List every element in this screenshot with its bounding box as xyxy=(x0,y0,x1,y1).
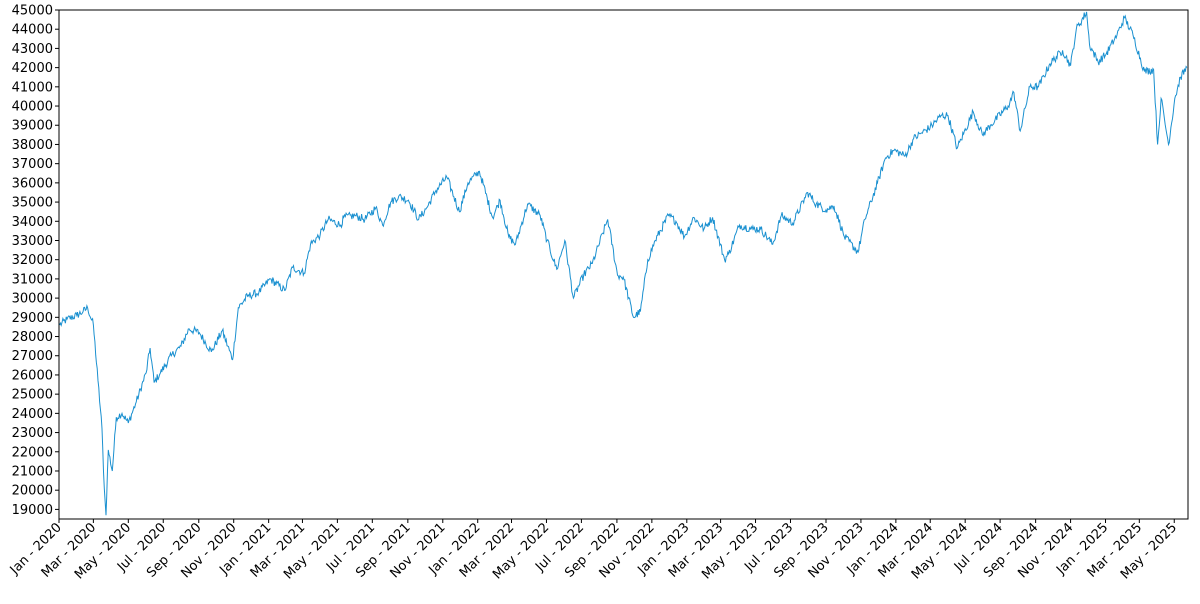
y-tick-label: 30000 xyxy=(12,292,53,307)
y-tick-label: 35000 xyxy=(12,196,53,211)
y-tick-label: 24000 xyxy=(12,407,53,422)
y-tick-label: 25000 xyxy=(12,388,53,403)
y-tick-label: 45000 xyxy=(12,4,53,19)
y-tick-label: 38000 xyxy=(12,138,53,153)
y-tick-label: 21000 xyxy=(12,464,53,479)
axes-frame xyxy=(58,9,1189,520)
y-tick-label: 34000 xyxy=(12,215,53,230)
y-tick-label: 23000 xyxy=(12,426,53,441)
y-tick-label: 31000 xyxy=(12,272,53,287)
y-tick-label: 28000 xyxy=(12,330,53,345)
y-tick-label: 22000 xyxy=(12,445,53,460)
y-tick-label: 37000 xyxy=(12,157,53,172)
y-tick-label: 26000 xyxy=(12,368,53,383)
y-tick-label: 27000 xyxy=(12,349,53,364)
y-tick-label: 19000 xyxy=(12,503,53,518)
y-tick-label: 44000 xyxy=(12,23,53,38)
y-tick-label: 36000 xyxy=(12,176,53,191)
y-tick-label: 33000 xyxy=(12,234,53,249)
y-tick-label: 20000 xyxy=(12,484,53,499)
y-tick-label: 39000 xyxy=(12,119,53,134)
y-tick-label: 43000 xyxy=(12,42,53,57)
y-tick-label: 42000 xyxy=(12,61,53,76)
y-tick-label: 41000 xyxy=(12,80,53,95)
y-tick-label: 29000 xyxy=(12,311,53,326)
y-tick-label: 32000 xyxy=(12,253,53,268)
y-axis-ticks: 19000 20000 21000 22000 23000 24000 25000 26000… xyxy=(12,4,59,518)
series-line xyxy=(59,11,1188,516)
y-tick-label: 40000 xyxy=(12,100,53,115)
